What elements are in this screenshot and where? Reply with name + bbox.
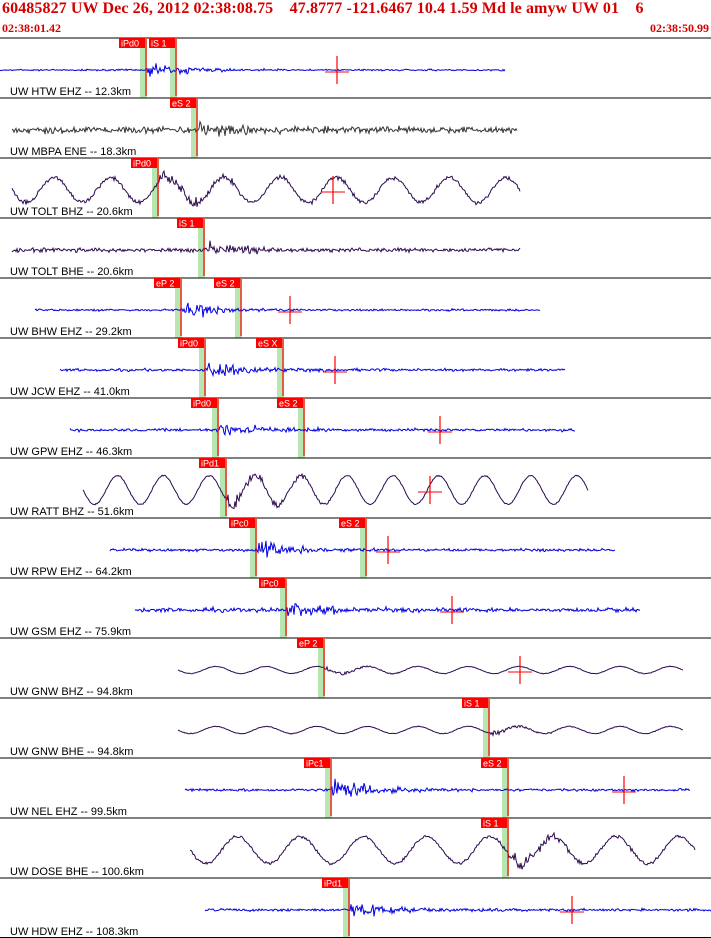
pick-label-box xyxy=(191,398,217,408)
pick-shade-band xyxy=(191,98,198,158)
pick-label: eS 2 xyxy=(216,279,235,289)
pick-shade-band xyxy=(170,38,177,98)
pick-shade-band xyxy=(212,398,219,458)
pick-shade-band xyxy=(140,38,147,98)
pick-label: eS 2 xyxy=(172,99,191,109)
pick-shade-band xyxy=(502,758,509,818)
station-label: UW MBPA ENE -- 18.3km xyxy=(10,146,136,158)
pick-label: iS 1 xyxy=(483,819,499,829)
pick-label-box xyxy=(131,158,157,168)
pick-shade-band xyxy=(199,338,206,398)
waveform-trace xyxy=(82,472,589,510)
pick-label: iPd0 xyxy=(133,159,151,169)
pick-label-box xyxy=(170,98,196,108)
pick-label: iPd1 xyxy=(201,459,219,469)
waveform-trace xyxy=(204,904,711,917)
pick-label: iS 1 xyxy=(151,39,167,49)
waveform-trace xyxy=(11,240,521,255)
event-header: 60485827 UW Dec 26, 2012 02:38:08.75 47.… xyxy=(0,0,711,38)
pick-label: iPd0 xyxy=(193,399,211,409)
station-label: UW HTW EHZ -- 12.3km xyxy=(10,86,131,98)
station-label: UW NEL EHZ -- 99.5km xyxy=(10,806,127,818)
station-label: UW RATT BHZ -- 51.6km xyxy=(10,506,134,518)
waveform-trace xyxy=(109,540,616,558)
pick-label-box xyxy=(304,758,330,768)
station-label: UW BHW EHZ -- 29.2km xyxy=(10,326,132,338)
pick-label-box xyxy=(481,758,507,768)
waveform-trace xyxy=(69,424,576,437)
pick-label-box xyxy=(297,638,323,648)
pick-shade-band xyxy=(298,398,305,458)
pick-shade-band xyxy=(220,458,227,518)
pick-shade-band xyxy=(152,158,159,218)
waveform-trace xyxy=(189,831,696,870)
waveform-trace xyxy=(0,63,506,77)
pick-label-box xyxy=(119,38,145,48)
pick-shade-band xyxy=(343,878,350,938)
station-label: UW DOSE BHE -- 100.6km xyxy=(10,866,144,878)
pick-label-box xyxy=(214,278,240,288)
pick-label-box xyxy=(277,398,303,408)
station-label: UW GSM EHZ -- 75.9km xyxy=(10,626,131,638)
pick-label: iPc1 xyxy=(306,759,324,769)
waveform-trace xyxy=(184,778,691,797)
pick-label: iPd0 xyxy=(121,39,139,49)
pick-shade-band xyxy=(483,698,490,758)
pick-shade-band xyxy=(360,518,367,578)
pick-label: eP 2 xyxy=(299,639,317,649)
station-label: UW GNW BHE -- 94.8km xyxy=(10,746,133,758)
pick-shade-band xyxy=(318,638,325,698)
waveform-trace xyxy=(34,302,541,318)
waveform-trace xyxy=(177,665,684,676)
pick-label-box xyxy=(481,818,507,828)
pick-label: eP 2 xyxy=(156,279,174,289)
pick-label-box xyxy=(199,458,225,468)
pick-label-box xyxy=(178,338,204,348)
station-label: UW JCW EHZ -- 41.0km xyxy=(10,386,130,398)
pick-shade-band xyxy=(250,518,257,578)
pick-label-box xyxy=(229,518,255,528)
waveform-trace xyxy=(11,169,521,208)
pick-label-box xyxy=(154,278,180,288)
pick-label-box xyxy=(149,38,175,48)
pick-label: eS 2 xyxy=(279,399,298,409)
event-title: 60485827 UW Dec 26, 2012 02:38:08.75 47.… xyxy=(2,0,644,17)
pick-label-box xyxy=(462,698,488,708)
window-end-time: 02:38:50.99 xyxy=(650,21,709,35)
station-label: UW RPW EHZ -- 64.2km xyxy=(10,566,132,578)
waveform-trace xyxy=(11,119,518,137)
pick-label: iPc0 xyxy=(231,519,249,529)
pick-shade-band xyxy=(198,218,205,278)
pick-shade-band xyxy=(175,278,182,338)
station-label: UW GNW BHZ -- 94.8km xyxy=(10,686,133,698)
waveform-trace xyxy=(59,362,566,378)
pick-label-box xyxy=(256,338,282,348)
station-label: UW TOLT BHZ -- 20.6km xyxy=(10,206,133,218)
station-label: UW HDW EHZ -- 108.3km xyxy=(10,926,138,938)
pick-label-box xyxy=(322,878,348,888)
pick-label: iPd1 xyxy=(324,879,342,889)
pick-label: iPd0 xyxy=(180,339,198,349)
window-start-time: 02:38:01.42 xyxy=(2,21,61,35)
pick-label: iS 1 xyxy=(179,219,195,229)
pick-label: iS 1 xyxy=(464,699,480,709)
waveform-trace xyxy=(177,724,684,738)
pick-shade-band xyxy=(235,278,242,338)
pick-label-box xyxy=(259,578,285,588)
pick-label: iPc0 xyxy=(261,579,279,589)
pick-shade-band xyxy=(280,578,287,638)
pick-label: eS 2 xyxy=(483,759,502,769)
waveform-trace xyxy=(134,603,641,617)
pick-label: eS 2 xyxy=(341,519,360,529)
pick-shade-band xyxy=(502,818,509,878)
pick-shade-band xyxy=(325,758,332,818)
pick-label-box xyxy=(339,518,365,528)
pick-shade-band xyxy=(277,338,284,398)
station-label: UW TOLT BHE -- 20.6km xyxy=(10,266,133,278)
station-label: UW GPW EHZ -- 46.3km xyxy=(10,446,132,458)
pick-label: eS X xyxy=(258,339,278,349)
pick-label-box xyxy=(177,218,203,228)
